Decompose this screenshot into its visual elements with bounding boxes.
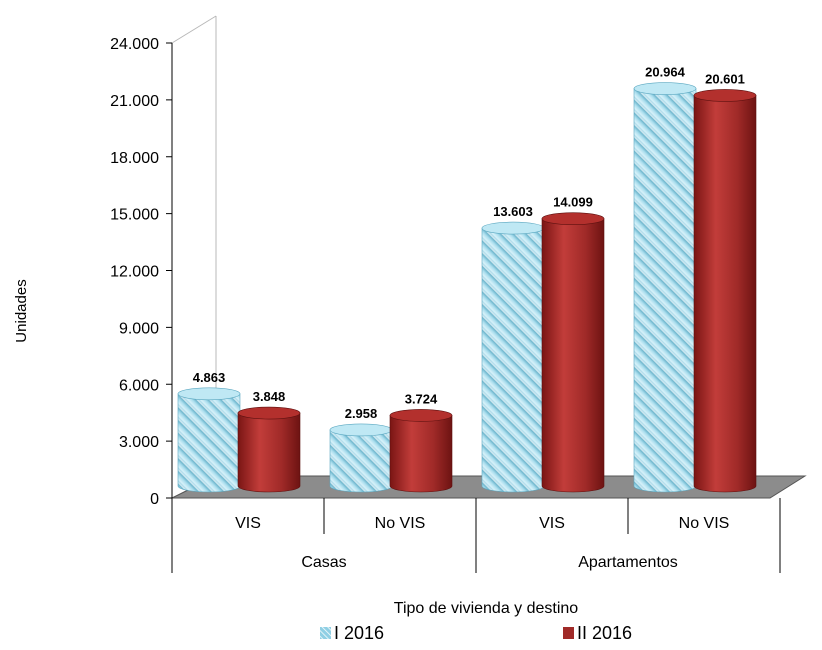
y-tick-label: 12.000 xyxy=(110,264,159,281)
bar-ii-2016 xyxy=(389,409,453,493)
y-tick-label: 18.000 xyxy=(110,150,159,167)
y-tick-label: 3.000 xyxy=(119,434,159,451)
data-label: 3.848 xyxy=(253,389,286,404)
bar-i-2016 xyxy=(329,423,393,493)
category-label: No VIS xyxy=(375,515,426,532)
y-ticks: 0 3.000 6.000 9.000 12.000 15.000 18.000 21.000… xyxy=(110,36,172,508)
data-label: 3.724 xyxy=(405,391,438,406)
bars xyxy=(177,82,757,493)
legend-label: II 2016 xyxy=(577,623,632,643)
category-label: VIS xyxy=(235,515,261,532)
category-label: VIS xyxy=(539,515,565,532)
y-tick-label: 15.000 xyxy=(110,207,159,224)
legend-label: I 2016 xyxy=(334,623,384,643)
y-tick-label: 9.000 xyxy=(119,320,159,337)
data-label: 20.964 xyxy=(645,65,686,80)
data-label: 14.099 xyxy=(553,195,593,210)
group-label: Casas xyxy=(301,554,346,571)
data-label: 2.958 xyxy=(345,406,378,421)
data-label: 13.603 xyxy=(493,204,533,219)
y-tick-label: 6.000 xyxy=(119,377,159,394)
y-tick-label: 21.000 xyxy=(110,93,159,110)
category-label: No VIS xyxy=(679,515,730,532)
legend-swatch xyxy=(320,627,331,639)
bar-i-2016 xyxy=(633,82,697,493)
bar-i-2016 xyxy=(177,387,241,493)
y-tick-label: 24.000 xyxy=(110,36,159,53)
bar-ii-2016 xyxy=(237,406,301,493)
category-axis: VIS No VIS VIS No VIS Casas Apartamentos xyxy=(171,498,781,573)
y-axis-title: Unidades xyxy=(13,279,30,342)
data-labels: 4.863 3.848 2.958 3.724 13.603 14.099 20.964 20… xyxy=(193,65,745,421)
legend-swatch xyxy=(563,627,574,639)
back-wall-top xyxy=(171,15,217,44)
bar-ii-2016 xyxy=(693,89,757,493)
legend: I 2016 II 2016 xyxy=(320,623,632,643)
bar-ii-2016 xyxy=(541,212,605,493)
y-tick-label: 0 xyxy=(150,491,159,508)
data-label: 4.863 xyxy=(193,370,226,385)
x-axis-title: Tipo de vivienda y destino xyxy=(394,600,579,617)
data-label: 20.601 xyxy=(705,71,745,86)
bar-i-2016 xyxy=(481,221,545,493)
group-label: Apartamentos xyxy=(578,554,678,571)
